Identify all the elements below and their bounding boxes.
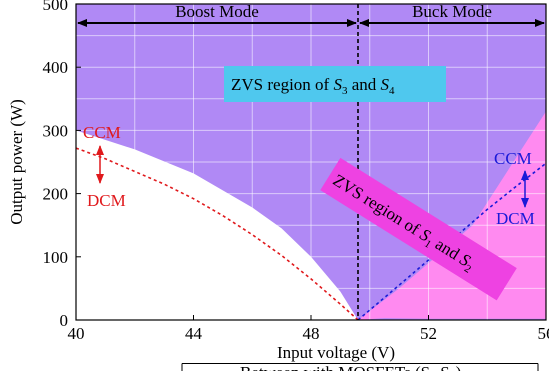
grid [76, 4, 546, 320]
zvs-s4-letter: S [381, 75, 390, 94]
x-tick-labels: 40 44 48 52 56 [68, 315, 549, 343]
x-tick-label: 48 [303, 324, 320, 343]
boost-mode-label: Boost Mode [175, 2, 259, 21]
zvs-s4-sub: 4 [389, 85, 395, 97]
x-tick-label: 52 [420, 324, 437, 343]
y-tick-label: 400 [43, 58, 69, 77]
x-tick-label: 56 [538, 324, 549, 343]
x-tick-label: 40 [68, 324, 85, 343]
y-tick-labels: 0 100 200 300 400 500 [43, 0, 81, 330]
x-axis-label: Input voltage (V) [277, 343, 395, 362]
y-tick-label: 100 [43, 248, 69, 267]
y-tick-label: 500 [43, 0, 69, 14]
y-tick-label: 300 [43, 121, 69, 140]
caption-fragment: Between with MOSFETs (S₁ S₂) [240, 363, 461, 371]
right-ccm-label: CCM [494, 149, 532, 168]
zvs-s3-letter: S [333, 75, 342, 94]
x-tick-label: 44 [185, 324, 203, 343]
zvs-s3-s4-label-box [224, 66, 446, 102]
zvs-s2-sub: 2 [462, 263, 473, 276]
y-tick-label: 0 [60, 311, 69, 330]
zvs-s1-s2-label-box [320, 157, 517, 301]
left-dcm-label: DCM [87, 191, 126, 210]
zvs-s3-s4-label: ZVS region of S3 and S4 [231, 75, 395, 97]
series-boost-boundary [76, 147, 359, 320]
y-tick-label: 200 [43, 185, 69, 204]
zvs-s3-s4-label-prefix: ZVS region of [231, 75, 333, 94]
buck-mode-label: Buck Mode [412, 2, 492, 21]
zvs-s3-sub: 3 [342, 85, 348, 97]
y-axis-label: Output power (W) [7, 99, 26, 225]
zvs-s3-s4-and: and [347, 75, 380, 94]
right-dcm-label: DCM [496, 209, 535, 228]
left-ccm-label: CCM [83, 123, 121, 142]
zvs-s1-sub: 1 [422, 238, 433, 251]
